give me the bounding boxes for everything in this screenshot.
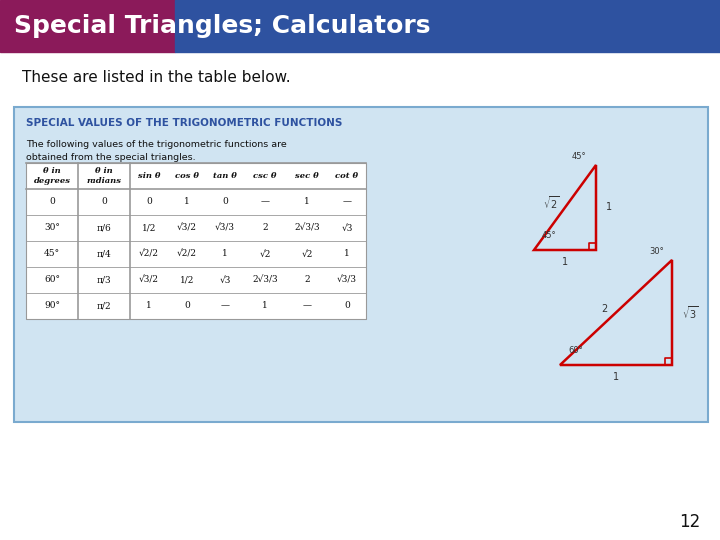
Text: 1: 1 bbox=[184, 198, 190, 206]
Text: 1/2: 1/2 bbox=[142, 224, 156, 233]
Text: 1: 1 bbox=[146, 301, 152, 310]
Text: π/3: π/3 bbox=[96, 275, 112, 285]
Text: θ in
degrees: θ in degrees bbox=[34, 167, 71, 185]
Text: √3/2: √3/2 bbox=[177, 224, 197, 233]
Text: 2√3/3: 2√3/3 bbox=[252, 275, 278, 285]
Bar bbox=[14, 107, 708, 422]
Text: $\sqrt{3}$: $\sqrt{3}$ bbox=[682, 304, 698, 321]
Text: 60°: 60° bbox=[568, 346, 582, 355]
Text: Special Triangles; Calculators: Special Triangles; Calculators bbox=[14, 14, 431, 38]
Text: 1/2: 1/2 bbox=[180, 275, 194, 285]
Text: √3: √3 bbox=[341, 224, 353, 233]
Text: 0: 0 bbox=[146, 198, 152, 206]
Text: SPECIAL VALUES OF THE TRIGONOMETRIC FUNCTIONS: SPECIAL VALUES OF THE TRIGONOMETRIC FUNC… bbox=[26, 118, 343, 128]
Text: The following values of the trigonometric functions are
obtained from the specia: The following values of the trigonometri… bbox=[26, 140, 287, 162]
Bar bbox=[26, 163, 366, 319]
Text: 1: 1 bbox=[562, 257, 568, 267]
Text: $\sqrt{2}$: $\sqrt{2}$ bbox=[543, 194, 559, 211]
Text: —: — bbox=[343, 198, 351, 206]
Text: 2: 2 bbox=[262, 224, 268, 233]
Text: 1: 1 bbox=[262, 301, 268, 310]
Bar bbox=[175, 0, 720, 52]
Text: √2: √2 bbox=[301, 249, 312, 259]
Text: π/6: π/6 bbox=[96, 224, 112, 233]
Text: √2/2: √2/2 bbox=[177, 249, 197, 259]
Text: 30°: 30° bbox=[649, 247, 664, 256]
Text: 60°: 60° bbox=[44, 275, 60, 285]
Text: cot θ: cot θ bbox=[336, 172, 359, 180]
Text: —: — bbox=[302, 301, 312, 310]
Text: 1: 1 bbox=[606, 202, 612, 213]
Text: 1: 1 bbox=[304, 198, 310, 206]
Text: 1: 1 bbox=[222, 249, 228, 259]
Text: θ in
radians: θ in radians bbox=[86, 167, 122, 185]
Text: √2: √2 bbox=[259, 249, 271, 259]
Text: 0: 0 bbox=[101, 198, 107, 206]
Text: These are listed in the table below.: These are listed in the table below. bbox=[22, 71, 291, 85]
Text: sin θ: sin θ bbox=[138, 172, 161, 180]
Text: 0: 0 bbox=[184, 301, 190, 310]
Text: 2√3/3: 2√3/3 bbox=[294, 224, 320, 233]
Text: —: — bbox=[220, 301, 230, 310]
Text: csc θ: csc θ bbox=[253, 172, 276, 180]
Text: √3/2: √3/2 bbox=[139, 275, 159, 285]
Text: 2: 2 bbox=[304, 275, 310, 285]
Text: π/4: π/4 bbox=[96, 249, 112, 259]
Text: 2: 2 bbox=[601, 305, 607, 314]
Text: 1: 1 bbox=[344, 249, 350, 259]
Text: 90°: 90° bbox=[44, 301, 60, 310]
Text: —: — bbox=[261, 198, 269, 206]
Text: 45°: 45° bbox=[542, 231, 557, 240]
Text: 1: 1 bbox=[613, 372, 619, 382]
Text: sec θ: sec θ bbox=[295, 172, 319, 180]
Text: π/2: π/2 bbox=[96, 301, 112, 310]
Text: √2/2: √2/2 bbox=[139, 249, 159, 259]
Text: 45°: 45° bbox=[572, 152, 586, 161]
Text: 45°: 45° bbox=[44, 249, 60, 259]
Text: √3/3: √3/3 bbox=[215, 224, 235, 233]
Text: 12: 12 bbox=[679, 513, 700, 531]
Text: 0: 0 bbox=[49, 198, 55, 206]
Text: 0: 0 bbox=[222, 198, 228, 206]
Text: √3: √3 bbox=[220, 275, 230, 285]
Text: 0: 0 bbox=[344, 301, 350, 310]
Text: tan θ: tan θ bbox=[213, 172, 237, 180]
Text: √3/3: √3/3 bbox=[337, 275, 357, 285]
Text: cos θ: cos θ bbox=[175, 172, 199, 180]
Text: 30°: 30° bbox=[44, 224, 60, 233]
Bar bbox=[0, 0, 175, 52]
